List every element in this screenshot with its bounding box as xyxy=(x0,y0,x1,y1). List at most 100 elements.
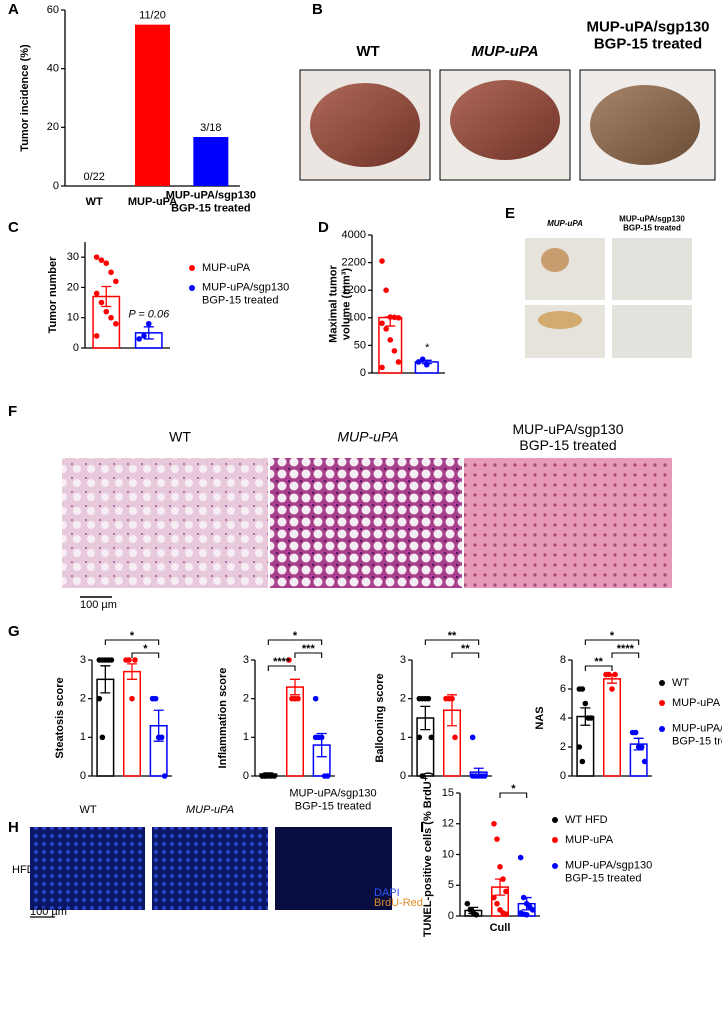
data-point xyxy=(606,671,612,678)
data-point xyxy=(379,320,385,327)
legend-marker xyxy=(552,863,558,869)
photo-content xyxy=(538,311,582,329)
data-point xyxy=(520,894,527,901)
data-point xyxy=(99,734,106,741)
data-point xyxy=(500,876,506,882)
significance-bracket xyxy=(424,639,480,645)
photo xyxy=(525,238,605,300)
data-point xyxy=(632,729,639,736)
photo-label: MUP-uPA/sgp130 BGP-15 treated xyxy=(512,421,623,453)
legend-marker xyxy=(552,817,558,823)
y-tick-label: 5 xyxy=(448,879,454,891)
data-point xyxy=(419,356,426,363)
photo-content xyxy=(590,85,700,165)
data-point xyxy=(383,326,389,332)
bar xyxy=(135,24,170,186)
photo-label: WT xyxy=(356,43,379,60)
data-point xyxy=(318,734,325,741)
stain-label: DAPI xyxy=(374,887,400,899)
data-point xyxy=(271,773,278,779)
significance-bracket xyxy=(584,665,613,671)
photo xyxy=(275,827,392,910)
data-point xyxy=(103,260,110,267)
data-point xyxy=(379,258,385,264)
data-point xyxy=(391,314,398,321)
data-point xyxy=(503,911,509,917)
data-point xyxy=(473,911,480,918)
data-point xyxy=(494,836,500,842)
panel-letter: D xyxy=(318,219,329,236)
significance-bracket xyxy=(294,652,323,658)
data-point xyxy=(149,695,156,702)
data-point xyxy=(132,657,138,663)
photo xyxy=(62,458,268,588)
data-point xyxy=(103,308,110,315)
significance-label: ** xyxy=(594,656,603,668)
y-axis-label: Ballooning score xyxy=(374,673,386,762)
photo-label: MUP-uPA/sgp130 BGP-15 treated xyxy=(289,788,376,813)
value-label: 11/20 xyxy=(139,10,166,22)
photo xyxy=(612,238,692,300)
data-point xyxy=(395,315,402,321)
data-point xyxy=(588,715,595,721)
data-point xyxy=(129,695,135,702)
legend-label: WT xyxy=(672,677,689,689)
panel-letter: G xyxy=(8,623,20,640)
data-point xyxy=(161,773,168,779)
error-bar xyxy=(143,326,154,340)
photo xyxy=(612,305,692,358)
significance-bracket xyxy=(499,792,528,798)
y-tick-label: 1 xyxy=(243,731,249,743)
y-tick-label: 3 xyxy=(243,654,249,666)
data-point xyxy=(93,333,100,339)
data-point xyxy=(612,671,618,678)
significance-label: *** xyxy=(302,643,316,655)
photo xyxy=(152,827,268,910)
data-point xyxy=(423,361,430,368)
annotation: * xyxy=(425,342,430,354)
data-point xyxy=(312,695,319,702)
photo-label: MUP-uPA xyxy=(337,429,398,445)
data-point xyxy=(108,314,114,321)
significance-label: **** xyxy=(617,643,635,655)
error-bar xyxy=(127,663,137,680)
photo-content xyxy=(310,83,420,167)
y-tick-label: 4000 xyxy=(342,229,366,241)
y-tick-label: 1 xyxy=(400,731,406,743)
y-tick-label: 20 xyxy=(67,281,79,293)
data-point xyxy=(529,907,536,913)
data-point xyxy=(98,299,105,306)
data-point xyxy=(158,734,165,741)
data-point xyxy=(503,888,509,895)
significance-label: * xyxy=(293,630,298,642)
y-tick-label: 10 xyxy=(67,312,79,324)
significance-bracket xyxy=(584,639,640,645)
data-point xyxy=(579,758,586,765)
y-tick-label: 60 xyxy=(47,4,59,16)
data-point xyxy=(491,820,497,827)
data-point xyxy=(312,734,319,741)
data-point xyxy=(582,700,589,707)
legend-marker xyxy=(189,265,195,271)
data-point xyxy=(113,278,119,285)
annotation: P = 0.06 xyxy=(128,309,170,321)
significance-bracket xyxy=(267,665,296,671)
legend-marker xyxy=(659,726,665,732)
y-tick-label: 0 xyxy=(360,367,366,379)
photo-label: MUP-uPA/sgp130 BGP-15 treated xyxy=(619,215,685,233)
data-point xyxy=(449,695,455,702)
y-tick-label: 6 xyxy=(560,683,566,695)
y-tick-label: 2 xyxy=(400,693,406,705)
data-point xyxy=(93,254,100,260)
photo-label: WT xyxy=(169,429,191,445)
x-axis-label: Cull xyxy=(490,922,511,934)
y-tick-label: 40 xyxy=(47,63,59,75)
y-tick-label: 2 xyxy=(560,741,566,753)
panel-letter: B xyxy=(312,1,323,18)
bar xyxy=(602,678,622,777)
data-point xyxy=(517,854,524,861)
value-label: 0/22 xyxy=(83,171,104,183)
panel-letter: F xyxy=(8,403,17,420)
